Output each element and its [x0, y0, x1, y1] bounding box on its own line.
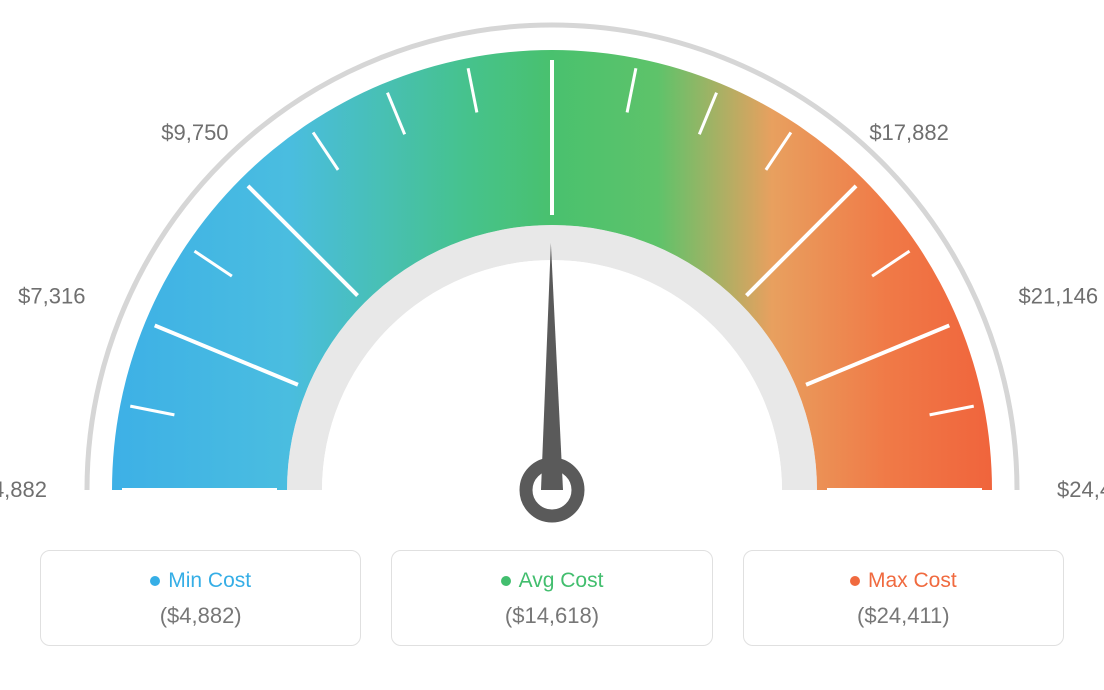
- legend-dot-min: [150, 576, 160, 586]
- legend-card-avg: Avg Cost ($14,618): [391, 550, 712, 646]
- gauge-tick-label: $21,146: [1019, 284, 1099, 309]
- gauge-svg: $4,882$7,316$9,750$14,618$17,882$21,146$…: [0, 0, 1104, 540]
- legend-title-min: Min Cost: [150, 569, 251, 593]
- gauge-area: $4,882$7,316$9,750$14,618$17,882$21,146$…: [0, 0, 1104, 540]
- legend-value-avg: ($14,618): [402, 603, 701, 629]
- legend-label-avg: Avg Cost: [519, 569, 604, 593]
- gauge-tick-label: $4,882: [0, 477, 47, 502]
- legend-value-max: ($24,411): [754, 603, 1053, 629]
- gauge-tick-label: $24,411: [1057, 477, 1104, 502]
- legend-row: Min Cost ($4,882) Avg Cost ($14,618) Max…: [0, 550, 1104, 646]
- gauge-tick-label: $7,316: [18, 284, 85, 309]
- legend-label-max: Max Cost: [868, 569, 957, 593]
- gauge-tick-label: $17,882: [869, 120, 949, 145]
- legend-title-avg: Avg Cost: [501, 569, 604, 593]
- cost-gauge-chart: $4,882$7,316$9,750$14,618$17,882$21,146$…: [0, 0, 1104, 690]
- legend-card-min: Min Cost ($4,882): [40, 550, 361, 646]
- legend-title-max: Max Cost: [850, 569, 957, 593]
- legend-label-min: Min Cost: [168, 569, 251, 593]
- legend-value-min: ($4,882): [51, 603, 350, 629]
- legend-dot-max: [850, 576, 860, 586]
- gauge-tick-label: $9,750: [161, 120, 228, 145]
- legend-dot-avg: [501, 576, 511, 586]
- legend-card-max: Max Cost ($24,411): [743, 550, 1064, 646]
